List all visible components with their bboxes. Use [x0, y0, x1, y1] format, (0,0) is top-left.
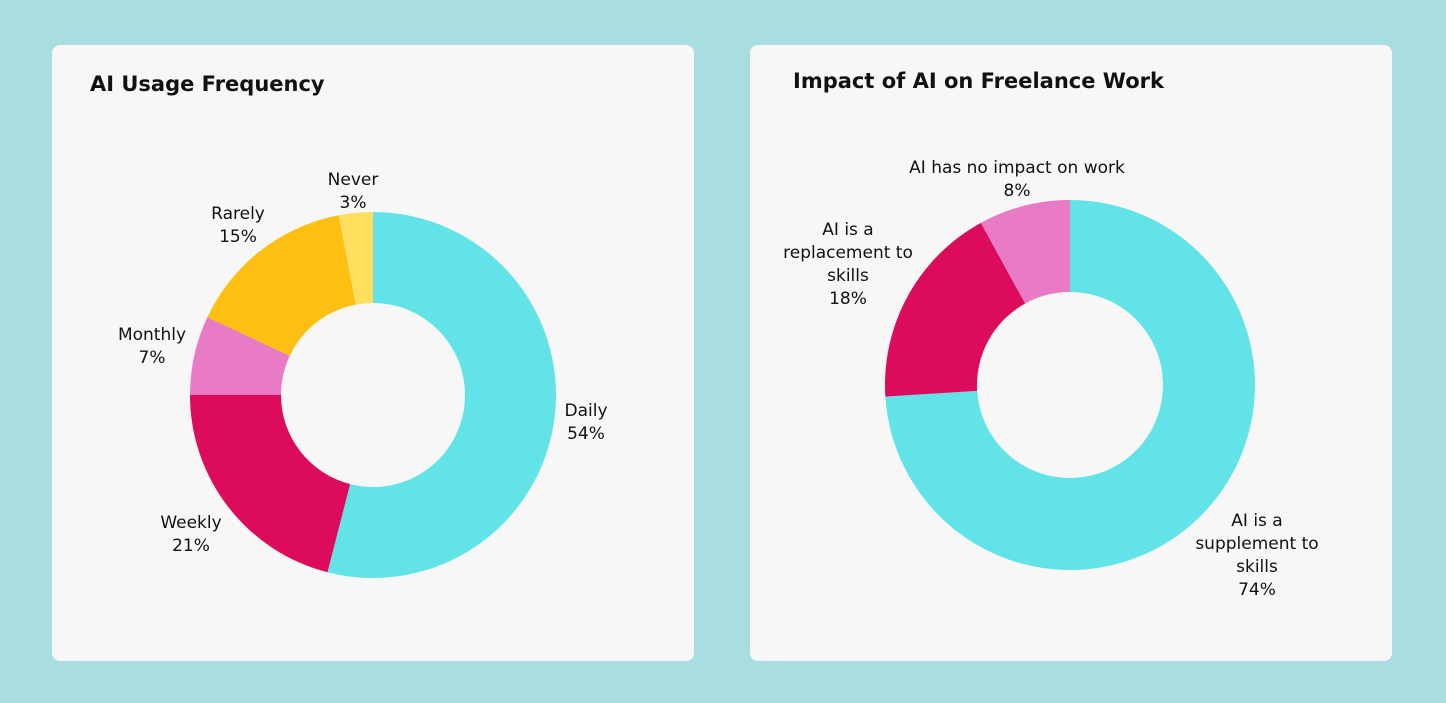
donut-slice-ai-is-a-supplement-to-skills [885, 200, 1255, 570]
donut-slice-ai-is-a-replacement-to-skills [885, 222, 1026, 397]
donut-chart-usage-frequency: Daily 54% Weekly 21% Monthly 7% Rarely 15% Never… [118, 170, 608, 579]
slice-label: AI is a supplement to skills 74% [1195, 511, 1318, 600]
chart-panel-usage-frequency: AI Usage Frequency Daily 54% Weekly 21% Mont… [52, 45, 694, 661]
donut-slice-ai-has-no-impact-on-work [980, 200, 1070, 304]
donut-chart-freelance-impact: AI is a supplement to skills 74% AI is a repl… [783, 158, 1319, 600]
slice-label: Never 3% [328, 170, 379, 213]
donut-slice-daily [327, 212, 556, 579]
chart-title: AI Usage Frequency [90, 72, 325, 96]
slice-value-label: 3% [340, 193, 367, 213]
slice-label: AI has no impact on work 8% [909, 158, 1125, 201]
slice-value-label: 54% [567, 424, 605, 444]
chart-panel-freelance-impact: Impact of AI on Freelance Work AI is a su… [750, 45, 1392, 661]
slice-category-label: replacement to [783, 243, 913, 263]
donut-slice-monthly [190, 317, 290, 395]
slice-label: Rarely 15% [211, 204, 265, 247]
slice-category-label: Never [328, 170, 379, 190]
slice-category-label: Daily [564, 401, 607, 421]
slice-value-label: 8% [1004, 181, 1031, 201]
slice-category-label: skills [1236, 557, 1278, 577]
slice-value-label: 21% [172, 536, 210, 556]
slice-category-label: Monthly [118, 325, 186, 345]
slice-category-label: AI is a [1231, 511, 1282, 531]
slice-label: Monthly 7% [118, 325, 186, 368]
slice-category-label: supplement to [1195, 534, 1318, 554]
chart-title: Impact of AI on Freelance Work [793, 69, 1164, 93]
slice-category-label: Weekly [160, 513, 221, 533]
slice-category-label: AI has no impact on work [909, 158, 1125, 178]
slice-value-label: 18% [829, 289, 867, 309]
slice-value-label: 15% [219, 227, 257, 247]
slice-category-label: Rarely [211, 204, 265, 224]
slice-category-label: skills [827, 266, 869, 286]
slice-value-label: 7% [139, 348, 166, 368]
donut-slice-never [338, 212, 373, 305]
donut-slice-weekly [190, 395, 351, 573]
slice-category-label: AI is a [822, 220, 873, 240]
slice-label: Daily 54% [564, 401, 607, 444]
slice-label: AI is a replacement to skills 18% [783, 220, 913, 309]
slice-value-label: 74% [1238, 580, 1276, 600]
donut-slice-rarely [207, 215, 356, 356]
slice-label: Weekly 21% [160, 513, 221, 556]
